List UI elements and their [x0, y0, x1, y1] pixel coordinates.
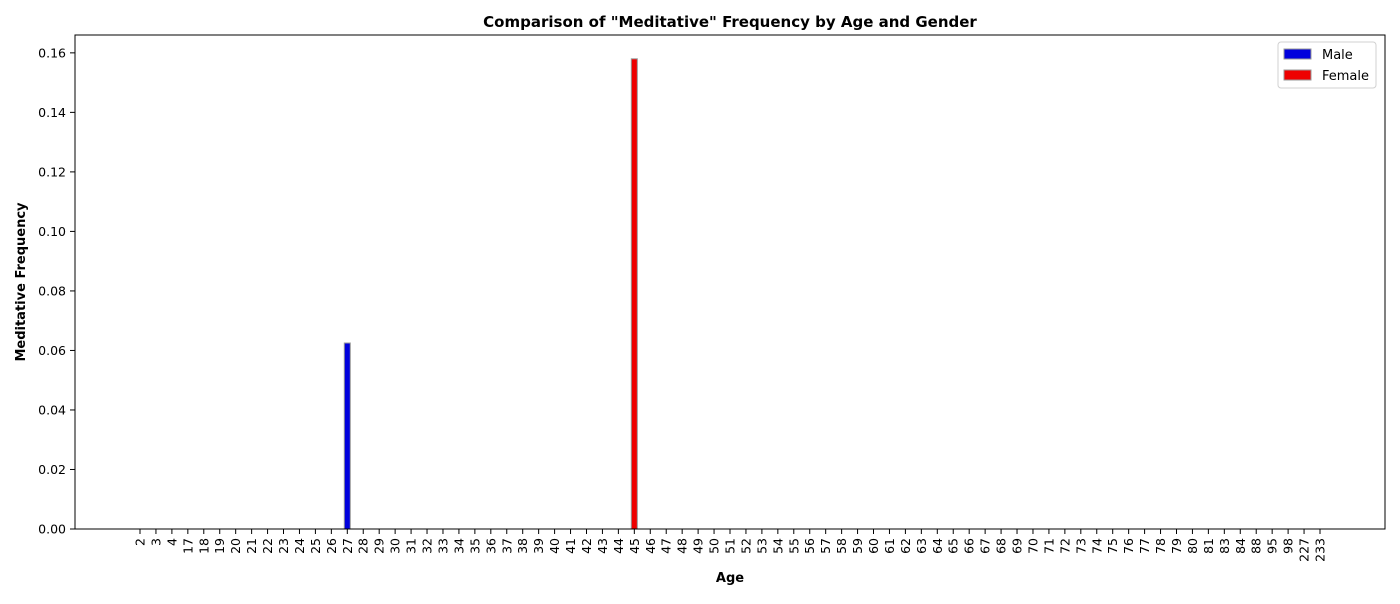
x-tick-label: 55	[786, 538, 801, 554]
x-tick-label: 51	[723, 538, 738, 554]
chart-title: Comparison of "Meditative" Frequency by …	[483, 13, 977, 31]
x-tick-label: 24	[292, 538, 307, 554]
y-tick-label: 0.02	[38, 462, 66, 477]
x-tick-label: 22	[260, 538, 275, 554]
x-tick-label: 68	[994, 538, 1009, 554]
x-tick-label: 50	[707, 538, 722, 554]
x-tick-label: 39	[531, 538, 546, 554]
x-tick-label: 3	[148, 538, 163, 546]
x-tick-label: 62	[898, 538, 913, 554]
legend-swatch-male	[1283, 48, 1312, 60]
x-tick-label: 60	[866, 538, 881, 554]
x-tick-label: 74	[1089, 538, 1104, 554]
x-tick-label: 75	[1105, 538, 1120, 554]
x-tick-label: 66	[962, 538, 977, 554]
x-tick-label: 77	[1137, 538, 1152, 554]
x-tick-label: 31	[404, 538, 419, 554]
x-tick-label: 72	[1057, 538, 1072, 554]
x-tick-label: 21	[244, 538, 259, 554]
x-tick-label: 43	[595, 538, 610, 554]
x-tick-label: 58	[834, 538, 849, 554]
x-tick-label: 38	[515, 538, 530, 554]
x-tick-label: 98	[1281, 538, 1296, 554]
x-tick-label: 88	[1249, 538, 1264, 554]
y-tick-label: 0.10	[38, 224, 66, 239]
x-tick-label: 61	[882, 538, 897, 554]
x-tick-label: 32	[420, 538, 435, 554]
y-tick-label: 0.00	[38, 522, 66, 537]
y-tick-label: 0.16	[38, 45, 66, 60]
x-tick-label: 59	[850, 538, 865, 554]
x-tick-label: 20	[228, 538, 243, 554]
x-tick-label: 56	[802, 538, 817, 554]
x-tick-label: 33	[435, 538, 450, 554]
x-tick-label: 30	[388, 538, 403, 554]
x-tick-label: 4	[164, 538, 179, 546]
legend-label-male: Male	[1322, 48, 1353, 63]
x-tick-label: 69	[1010, 538, 1025, 554]
x-tick-label: 34	[451, 538, 466, 554]
x-tick-label: 37	[499, 538, 514, 554]
x-tick-label: 78	[1153, 538, 1168, 554]
x-tick-label: 80	[1185, 538, 1200, 554]
x-tick-label: 48	[675, 538, 690, 554]
x-tick-label: 65	[946, 538, 961, 554]
x-tick-label: 29	[372, 538, 387, 554]
x-tick-label: 35	[467, 538, 482, 554]
x-tick-label: 83	[1217, 538, 1232, 554]
x-tick-label: 57	[818, 538, 833, 554]
x-tick-label: 233	[1313, 538, 1328, 562]
x-tick-label: 41	[563, 538, 578, 554]
x-tick-label: 52	[738, 538, 753, 554]
x-tick-label: 40	[547, 538, 562, 554]
bar-male-27	[343, 342, 351, 530]
legend-label-female: Female	[1322, 69, 1369, 84]
plot-frame	[74, 34, 1386, 530]
x-tick-label: 84	[1233, 538, 1248, 554]
x-tick-label: 64	[930, 538, 945, 554]
legend: Male Female	[1277, 41, 1377, 89]
x-tick-label: 54	[770, 538, 785, 554]
x-axis-label: Age	[716, 571, 744, 586]
x-tick-label: 71	[1041, 538, 1056, 554]
y-tick-label: 0.06	[38, 343, 66, 358]
y-axis-label: Meditative Frequency	[14, 202, 29, 362]
bar-female-45	[630, 58, 638, 530]
legend-swatch-female	[1283, 69, 1312, 81]
x-tick-label: 63	[914, 538, 929, 554]
y-tick-label: 0.04	[38, 402, 66, 417]
x-tick-label: 81	[1201, 538, 1216, 554]
plot-area: 0.000.020.040.060.080.100.120.140.162 3 4 1…	[38, 34, 1386, 562]
x-tick-label: 44	[611, 538, 626, 554]
x-tick-label: 95	[1265, 538, 1280, 554]
y-tick-label: 0.08	[38, 283, 66, 298]
x-tick-label: 227	[1297, 538, 1312, 562]
x-tick-label: 19	[212, 538, 227, 554]
x-tick-label: 49	[691, 538, 706, 554]
x-tick-label: 26	[324, 538, 339, 554]
x-tick-label: 47	[659, 538, 674, 554]
x-tick-label: 28	[356, 538, 371, 554]
x-tick-label: 76	[1121, 538, 1136, 554]
x-tick-label: 70	[1025, 538, 1040, 554]
x-tick-label: 25	[308, 538, 323, 554]
x-tick-label: 42	[579, 538, 594, 554]
x-tick-label: 53	[754, 538, 769, 554]
x-tick-label: 73	[1073, 538, 1088, 554]
x-tick-label: 79	[1169, 538, 1184, 554]
x-tick-label: 67	[978, 538, 993, 554]
y-tick-label: 0.12	[38, 164, 66, 179]
y-tick-label: 0.14	[38, 105, 66, 120]
x-tick-label: 2	[133, 538, 148, 546]
x-tick-label: 45	[627, 538, 642, 554]
x-tick-label: 17	[180, 538, 195, 554]
x-tick-label: 27	[340, 538, 355, 554]
x-tick-label: 18	[196, 538, 211, 554]
x-tick-label: 46	[643, 538, 658, 554]
x-tick-label: 23	[276, 538, 291, 554]
x-tick-label: 36	[483, 538, 498, 554]
